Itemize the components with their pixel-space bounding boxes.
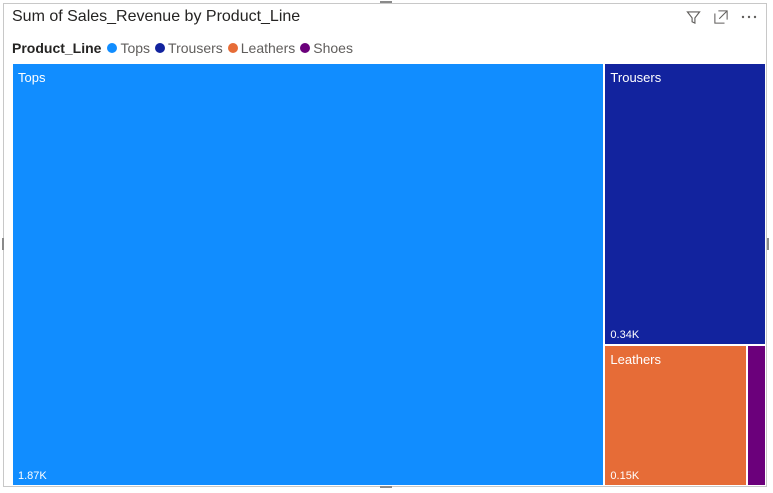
more-options-icon[interactable] xyxy=(740,8,758,26)
tile-category-label: Trousers xyxy=(610,70,662,85)
treemap-plot-area: Tops 1.87K Trousers 0.34K Leathers 0.15K xyxy=(12,63,766,486)
legend-marker xyxy=(107,43,118,53)
legend-label: Shoes xyxy=(313,40,353,56)
legend-item-tops[interactable]: Tops xyxy=(107,40,150,56)
tile-category-label: Leathers xyxy=(610,352,662,367)
tile-category-label: Tops xyxy=(18,70,46,85)
legend-items: Tops Trousers Leathers Shoes xyxy=(107,40,357,56)
treemap-tile-tops[interactable]: Tops 1.87K xyxy=(12,63,605,486)
filter-icon[interactable] xyxy=(684,8,702,26)
legend-marker xyxy=(300,43,311,53)
treemap-tile-trousers[interactable]: Trousers 0.34K xyxy=(604,63,766,345)
legend-item-trousers[interactable]: Trousers xyxy=(155,40,223,56)
treemap-tile-leathers[interactable]: Leathers 0.15K xyxy=(604,345,747,486)
legend-item-shoes[interactable]: Shoes xyxy=(300,40,353,56)
treemap-visual: Sum of Sales_Revenue by Product_Line Pro… xyxy=(3,3,767,487)
focus-mode-icon[interactable] xyxy=(712,8,730,26)
resize-handle-top[interactable] xyxy=(380,1,392,3)
legend-item-leathers[interactable]: Leathers xyxy=(227,40,296,56)
resize-handle-right[interactable] xyxy=(767,238,769,250)
tile-value-label: 0.34K xyxy=(610,329,640,341)
legend-marker xyxy=(155,43,166,53)
legend-label: Tops xyxy=(120,40,151,56)
legend-marker xyxy=(227,43,238,53)
chart-title: Sum of Sales_Revenue by Product_Line xyxy=(12,8,301,25)
tile-value-label: 0.15K xyxy=(610,470,640,482)
legend-title: Product_Line xyxy=(12,40,102,56)
legend: Product_Line Tops Trousers Leathers Shoes xyxy=(12,40,358,56)
visual-header xyxy=(684,8,758,26)
resize-handle-bottom[interactable] xyxy=(380,486,392,488)
legend-label: Trousers xyxy=(168,40,223,56)
tile-value-label: 1.87K xyxy=(18,470,47,482)
legend-label: Leathers xyxy=(240,40,296,56)
resize-handle-left[interactable] xyxy=(2,238,4,250)
treemap-tile-shoes[interactable] xyxy=(746,345,766,486)
